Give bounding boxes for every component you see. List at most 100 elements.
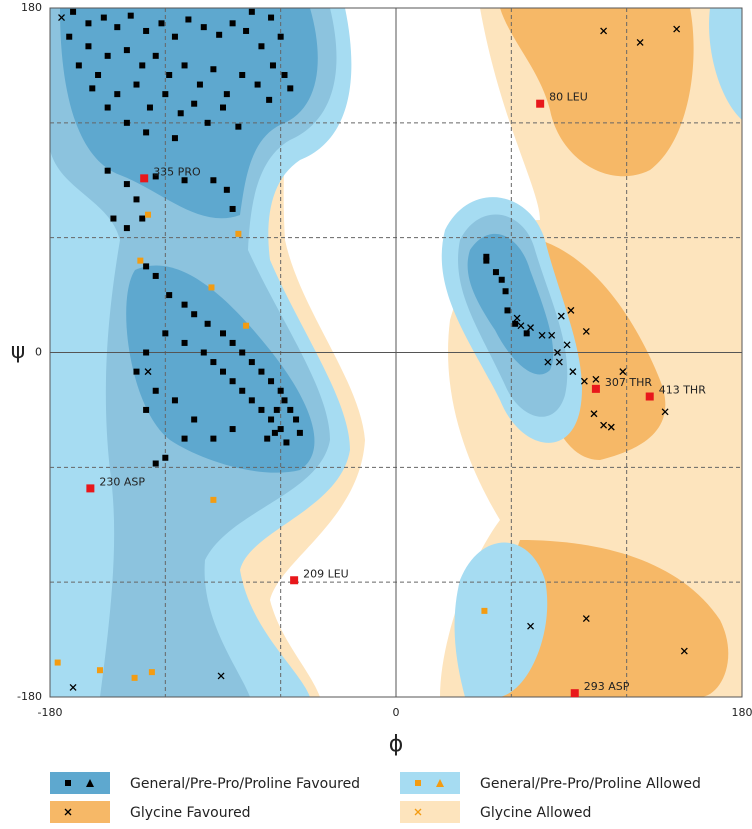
square-point <box>282 72 288 78</box>
square-point <box>85 43 91 49</box>
square-point <box>143 263 149 269</box>
square-point <box>153 273 159 279</box>
square-point <box>182 340 188 346</box>
square-point <box>210 436 216 442</box>
square-point <box>172 135 178 141</box>
square-point <box>224 91 230 97</box>
square-point <box>182 302 188 308</box>
square-point <box>172 34 178 40</box>
square-point <box>592 385 600 393</box>
legend-swatch <box>400 772 460 794</box>
square-point <box>297 430 303 436</box>
square-point <box>76 62 82 68</box>
square-point <box>191 416 197 422</box>
square-point <box>243 28 249 34</box>
square-point <box>145 212 151 218</box>
x-axis-label: ϕ <box>389 732 404 757</box>
square-point <box>210 359 216 365</box>
square-point <box>208 284 214 290</box>
square-point <box>249 359 255 365</box>
square-point <box>571 689 579 697</box>
square-point <box>243 323 249 329</box>
x-tick-label: 180 <box>732 706 752 719</box>
square-point <box>230 20 236 26</box>
square-point <box>249 9 255 15</box>
square-point <box>293 416 299 422</box>
square-point <box>220 105 226 111</box>
square-point <box>239 72 245 78</box>
square-point <box>481 608 487 614</box>
y-tick-label: 180 <box>21 1 42 14</box>
square-point <box>65 780 71 786</box>
square-point <box>266 97 272 103</box>
square-point <box>290 576 298 584</box>
legend-swatch <box>50 772 110 794</box>
square-point <box>143 28 149 34</box>
square-point <box>536 100 544 108</box>
outlier-label: 307 THR <box>605 376 652 389</box>
y-tick-label: -180 <box>17 690 42 703</box>
legend-label: General/Pre-Pro/Proline Favoured <box>130 776 360 792</box>
square-point <box>205 120 211 126</box>
square-point <box>191 101 197 107</box>
square-point <box>70 9 76 15</box>
square-point <box>134 196 140 202</box>
square-point <box>147 105 153 111</box>
square-point <box>220 369 226 375</box>
square-point <box>270 62 276 68</box>
square-point <box>255 82 261 88</box>
outlier-label: 293 ASP <box>584 680 630 693</box>
square-point <box>235 124 241 130</box>
square-point <box>524 330 530 336</box>
square-point <box>124 120 130 126</box>
square-point <box>182 436 188 442</box>
square-point <box>149 669 155 675</box>
square-point <box>205 321 211 327</box>
square-point <box>249 397 255 403</box>
square-point <box>134 369 140 375</box>
square-point <box>504 307 510 313</box>
square-point <box>139 216 145 222</box>
square-point <box>140 174 148 182</box>
square-point <box>143 407 149 413</box>
square-point <box>499 277 505 283</box>
outlier-label: 230 ASP <box>99 475 145 488</box>
square-point <box>162 91 168 97</box>
square-point <box>89 85 95 91</box>
square-point <box>268 378 274 384</box>
square-point <box>278 34 284 40</box>
square-point <box>143 129 149 135</box>
square-point <box>114 91 120 97</box>
square-point <box>230 426 236 432</box>
square-point <box>97 667 103 673</box>
square-point <box>182 62 188 68</box>
outlier-label: 80 LEU <box>549 91 588 104</box>
square-point <box>95 72 101 78</box>
square-point <box>86 484 94 492</box>
square-point <box>274 407 280 413</box>
square-point <box>137 258 143 264</box>
square-point <box>220 330 226 336</box>
square-point <box>278 426 284 432</box>
outlier-label: 209 LEU <box>303 567 349 580</box>
square-point <box>197 82 203 88</box>
square-point <box>216 32 222 38</box>
square-point <box>128 13 134 19</box>
square-point <box>646 393 654 401</box>
square-point <box>287 407 293 413</box>
square-point <box>272 430 278 436</box>
square-point <box>258 43 264 49</box>
square-point <box>166 72 172 78</box>
square-point <box>210 66 216 72</box>
square-point <box>55 660 61 666</box>
square-point <box>282 397 288 403</box>
square-point <box>124 181 130 187</box>
square-point <box>268 15 274 21</box>
square-point <box>512 321 518 327</box>
y-tick-label: 0 <box>35 346 42 359</box>
square-point <box>153 53 159 59</box>
square-point <box>105 105 111 111</box>
square-point <box>166 292 172 298</box>
